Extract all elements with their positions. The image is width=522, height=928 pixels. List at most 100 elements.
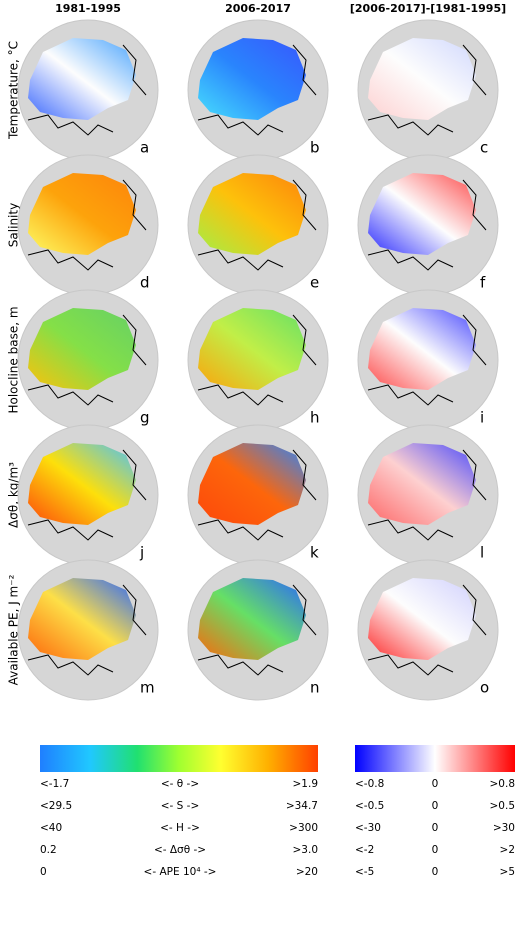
coastline bbox=[122, 44, 147, 96]
colorbar-left bbox=[40, 745, 318, 772]
colorbar-label: >1.9 bbox=[293, 778, 319, 790]
colorbar-label: 0 bbox=[432, 778, 439, 790]
coastline bbox=[27, 519, 114, 541]
colorbar-label: 0 bbox=[40, 866, 47, 878]
panel-letter: g bbox=[140, 409, 150, 427]
row-label: Salinity bbox=[7, 203, 21, 247]
colorbar-label: >34.7 bbox=[286, 800, 318, 812]
data-field bbox=[368, 578, 476, 660]
data-field bbox=[198, 443, 306, 525]
data-field bbox=[368, 173, 476, 255]
data-field bbox=[28, 443, 136, 525]
colorbar-right bbox=[355, 745, 515, 772]
coastline bbox=[462, 314, 487, 366]
data-field bbox=[198, 308, 306, 390]
colorbar-label: >0.8 bbox=[490, 778, 516, 790]
panel-letter: i bbox=[480, 409, 484, 427]
colorbar-label: <- H -> bbox=[160, 822, 200, 834]
coastline bbox=[292, 179, 317, 231]
panel-letter: n bbox=[310, 679, 320, 697]
coastline bbox=[197, 249, 284, 271]
data-field bbox=[368, 443, 476, 525]
coastline bbox=[367, 114, 454, 136]
coastline bbox=[367, 384, 454, 406]
data-field bbox=[198, 38, 306, 120]
colorbar-label: <- θ -> bbox=[161, 778, 199, 790]
column-title: [2006-2017]-[1981-1995] bbox=[350, 2, 506, 15]
colorbar-label: 0.2 bbox=[40, 844, 57, 856]
coastline bbox=[292, 314, 317, 366]
row-label: Δσθ, kg/m³ bbox=[7, 462, 21, 528]
coastline bbox=[122, 314, 147, 366]
colorbar-label: 0 bbox=[432, 844, 439, 856]
coastline bbox=[122, 584, 147, 636]
colorbar-label: <-0.8 bbox=[355, 778, 384, 790]
colorbar-label: <- APE 10⁴ -> bbox=[144, 866, 217, 878]
colorbar-label: <40 bbox=[40, 822, 62, 834]
colorbar-label: >0.5 bbox=[490, 800, 516, 812]
panel-letter: h bbox=[310, 409, 320, 427]
panel-letter: a bbox=[140, 139, 149, 157]
coastline bbox=[367, 249, 454, 271]
coastline bbox=[122, 449, 147, 501]
row-label: Holocline base, m bbox=[7, 306, 21, 413]
coastline bbox=[292, 44, 317, 96]
column-title: 2006-2017 bbox=[225, 2, 291, 15]
panel-letter: k bbox=[310, 544, 319, 562]
coastline bbox=[197, 114, 284, 136]
colorbar-label: 0 bbox=[432, 866, 439, 878]
row-label: Temperature, °C bbox=[7, 41, 21, 140]
colorbar-label: 0 bbox=[432, 800, 439, 812]
coastline bbox=[27, 384, 114, 406]
colorbar-label: <-2 bbox=[355, 844, 374, 856]
coastline bbox=[122, 179, 147, 231]
coastline bbox=[197, 654, 284, 676]
data-field bbox=[198, 173, 306, 255]
colorbar-label: >3.0 bbox=[293, 844, 319, 856]
colorbar-label: 0 bbox=[432, 822, 439, 834]
colorbar-label: <-1.7 bbox=[40, 778, 69, 790]
coastline bbox=[27, 654, 114, 676]
colorbar-label: >30 bbox=[493, 822, 515, 834]
data-field bbox=[28, 578, 136, 660]
coastline bbox=[462, 584, 487, 636]
coastline bbox=[292, 449, 317, 501]
colorbar-label: <- Δσθ -> bbox=[154, 844, 206, 856]
coastline bbox=[292, 584, 317, 636]
colorbar-label: <-30 bbox=[355, 822, 381, 834]
panel-letter: o bbox=[480, 679, 489, 697]
panel-letter: f bbox=[480, 274, 486, 292]
panel-letter: l bbox=[480, 544, 484, 562]
coastline bbox=[27, 114, 114, 136]
data-field bbox=[198, 578, 306, 660]
colorbar-label: >20 bbox=[296, 866, 318, 878]
row-label: Available PE, J m⁻² bbox=[7, 574, 21, 685]
coastline bbox=[367, 654, 454, 676]
data-field bbox=[28, 38, 136, 120]
data-field bbox=[368, 38, 476, 120]
panel-letter: e bbox=[310, 274, 319, 292]
coastline bbox=[462, 449, 487, 501]
colorbar-label: <-5 bbox=[355, 866, 374, 878]
data-field bbox=[28, 173, 136, 255]
colorbar-label: <-0.5 bbox=[355, 800, 384, 812]
panel-letter: b bbox=[310, 139, 320, 157]
coastline bbox=[197, 519, 284, 541]
coastline bbox=[462, 179, 487, 231]
data-field bbox=[28, 308, 136, 390]
colorbar-label: >5 bbox=[500, 866, 515, 878]
data-field bbox=[368, 308, 476, 390]
panel-letter: j bbox=[139, 544, 144, 562]
coastline bbox=[367, 519, 454, 541]
panel-letter: c bbox=[480, 139, 488, 157]
panel-letter: m bbox=[140, 679, 155, 697]
coastline bbox=[27, 249, 114, 271]
coastline bbox=[197, 384, 284, 406]
colorbar-label: >300 bbox=[289, 822, 318, 834]
panel-letter: d bbox=[140, 274, 150, 292]
coastline bbox=[462, 44, 487, 96]
colorbar-label: <- S -> bbox=[161, 800, 200, 812]
colorbar-label: >2 bbox=[500, 844, 515, 856]
